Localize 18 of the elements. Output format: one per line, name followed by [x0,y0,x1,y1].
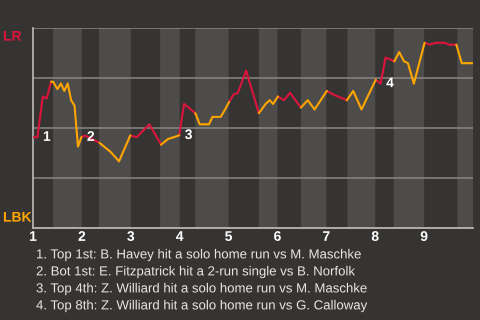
text: 1. Top 1st: B. Havey hit a solo home run vs M. Maschke [37,248,361,262]
text: 4. Top 8th: Z. Williard hit a solo home run vs G. Calloway [36,300,368,312]
x-tick-label: 2 [78,231,86,241]
x-tick-label: 8 [372,231,379,241]
annotation: 4 [386,78,394,88]
text: LBK [4,212,32,222]
x-tick-label: 5 [225,231,232,241]
x-tick-label: 4 [176,231,184,241]
text: LR [4,31,22,41]
x-tick-label: 7 [323,231,330,241]
text: 3. Top 4th: Z. Williard hit a solo home run vs M. Maschke [36,282,367,296]
text: 2. Bot 1st: E. Fitzpatrick hit a 2-run single vs B. Norfolk [36,266,356,278]
annotation: 1 [44,131,50,141]
annotation: 3 [185,129,192,140]
x-tick-label: 3 [127,231,134,241]
x-tick-label: 6 [274,231,281,241]
x-tick-label: 9 [420,231,428,241]
x-tick-label: 1 [30,231,36,241]
